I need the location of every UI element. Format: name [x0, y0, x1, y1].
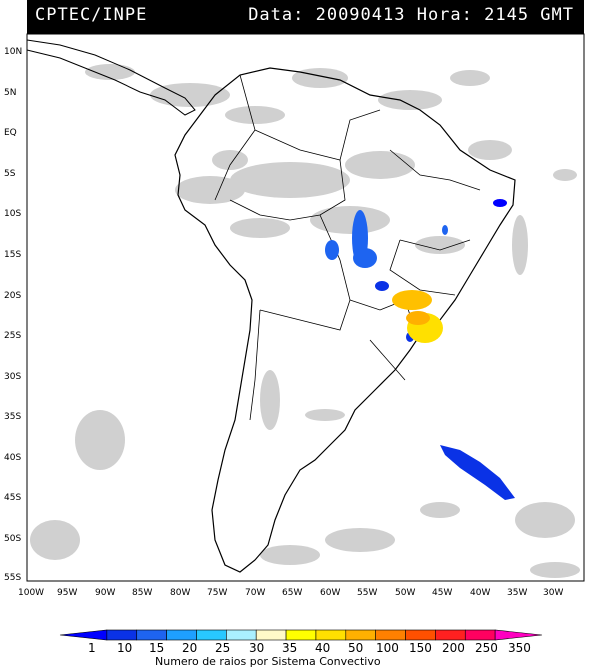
lon-label: 65W — [282, 588, 302, 598]
latitude-axis: 10N 5N EQ 5S 10S 15S 20S 25S 30S 35S 40S… — [4, 47, 22, 583]
central-america-outline — [26, 39, 196, 116]
lon-label: 100W — [18, 588, 44, 598]
colorbar-label: 25 — [215, 641, 230, 655]
lat-label: 55S — [4, 573, 21, 583]
lon-label: 70W — [245, 588, 265, 598]
colorbar-swatch — [464, 629, 496, 641]
colorbar-label: 350 — [508, 641, 531, 655]
lat-label: 50S — [4, 534, 21, 544]
colorbar-title: Numero de raios por Sistema Convectivo — [155, 655, 381, 668]
colorbar-label: 30 — [249, 641, 264, 655]
colorbar-swatch — [315, 629, 347, 641]
lightning-cluster-yellow — [392, 290, 432, 310]
lat-label: 10S — [4, 209, 21, 219]
colorbar-swatch — [285, 629, 317, 641]
colorbar-label: 10 — [117, 641, 132, 655]
colorbar-swatch — [106, 629, 138, 641]
colorbar-label: 20 — [182, 641, 197, 655]
lon-label: 60W — [320, 588, 340, 598]
colorbar-label: 250 — [475, 641, 498, 655]
colorbar — [59, 629, 543, 641]
lon-label: 90W — [95, 588, 115, 598]
colorbar-label: 1 — [88, 641, 96, 655]
colorbar-label: 40 — [315, 641, 330, 655]
colorbar-arrow-right — [494, 629, 543, 641]
colorbar-swatch — [255, 629, 287, 641]
header-date-time: Data: 20090413 Hora: 2145 GMT — [248, 5, 574, 25]
lon-label: 85W — [132, 588, 152, 598]
lat-label: 45S — [4, 493, 21, 503]
colorbar-label: 50 — [348, 641, 363, 655]
header-bar: CPTEC/INPE Data: 20090413 Hora: 2145 GMT — [27, 0, 584, 34]
lat-label: 20S — [4, 291, 21, 301]
map-frame — [26, 33, 585, 582]
lightning-cluster-blue — [493, 199, 507, 207]
lat-label: 40S — [4, 453, 21, 463]
lon-label: 75W — [207, 588, 227, 598]
lon-label: 45W — [432, 588, 452, 598]
colorbar-swatch — [345, 629, 376, 641]
lat-label: 5N — [4, 88, 16, 98]
lightning-cluster-blue — [325, 240, 339, 260]
colorbar-label: 15 — [149, 641, 164, 655]
colorbar-swatch — [435, 629, 466, 641]
lightning-cluster-blue — [442, 225, 448, 235]
colorbar-swatch — [136, 629, 167, 641]
lat-label: 30S — [4, 372, 21, 382]
colorbar-swatch — [196, 629, 227, 641]
lon-label: 40W — [470, 588, 490, 598]
cloud-cover-layer — [30, 64, 580, 578]
header-agency-title: CPTEC/INPE — [35, 5, 148, 25]
colorbar-label: 35 — [282, 641, 297, 655]
colorbar-label: 100 — [376, 641, 399, 655]
lon-label: 30W — [543, 588, 563, 598]
lat-label: 35S — [4, 412, 21, 422]
south-america-outline — [174, 67, 516, 573]
lon-label: 80W — [170, 588, 190, 598]
lon-label: 35W — [507, 588, 527, 598]
lat-label: 5S — [4, 169, 16, 179]
lon-label: 95W — [57, 588, 77, 598]
colorbar-swatch — [226, 629, 257, 641]
lon-label: 50W — [395, 588, 415, 598]
lon-label: 55W — [357, 588, 377, 598]
lightning-cluster-yellow — [406, 311, 430, 325]
lightning-cluster-blue — [375, 281, 389, 291]
lat-label: EQ — [4, 128, 17, 138]
colorbar-label: 200 — [442, 641, 465, 655]
lat-label: 10N — [4, 47, 22, 57]
colorbar-label: 150 — [409, 641, 432, 655]
lat-label: 25S — [4, 331, 21, 341]
colorbar-swatch — [405, 629, 436, 641]
colorbar-labels: 1 10 15 20 25 30 35 40 50 100 150 200 25… — [88, 641, 531, 655]
lat-label: 15S — [4, 250, 21, 260]
colorbar-swatch — [375, 629, 406, 641]
colorbar-arrow-left — [59, 629, 108, 641]
lightning-cluster-blue — [353, 248, 377, 268]
longitude-axis: 100W 95W 90W 85W 80W 75W 70W 65W 60W 55W… — [18, 588, 563, 598]
colorbar-swatch — [166, 629, 197, 641]
convective-systems — [325, 199, 515, 500]
lightning-cluster-blue — [440, 445, 515, 500]
